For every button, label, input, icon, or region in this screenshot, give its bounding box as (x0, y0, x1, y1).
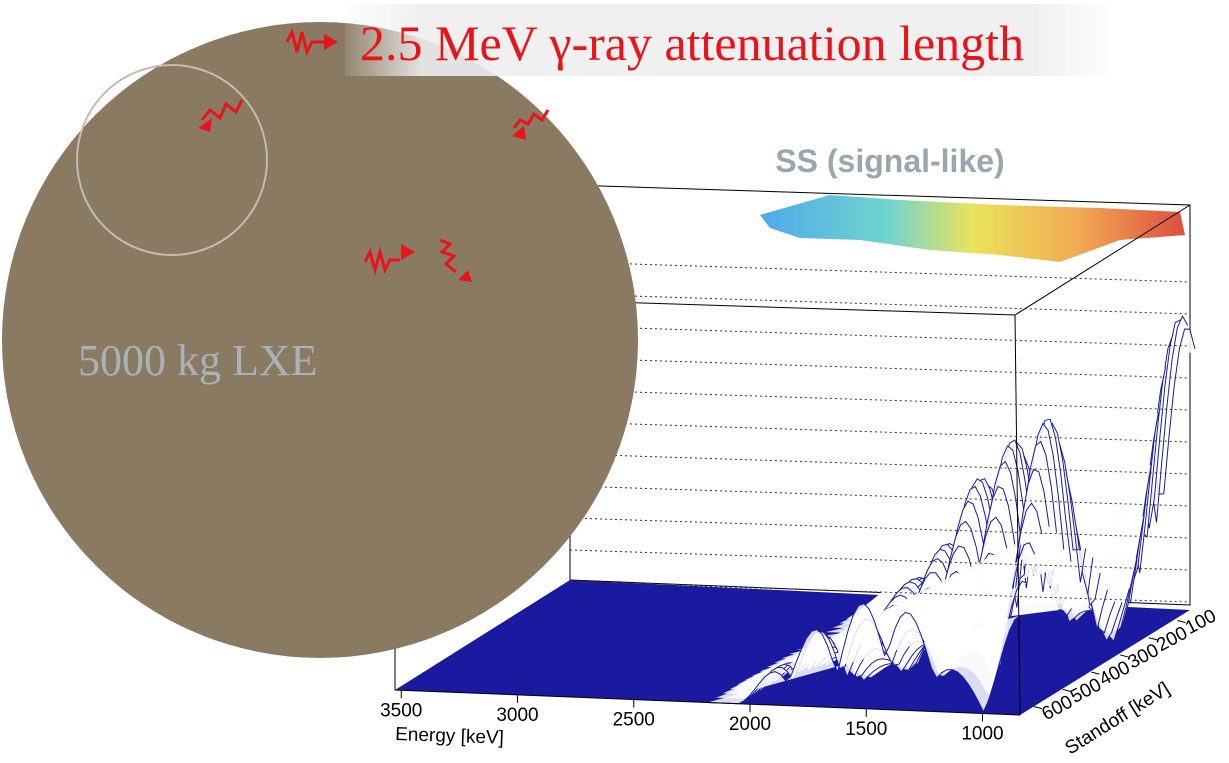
slide: SS (signal-like) Energy [keV] Standoff [… (0, 0, 1229, 763)
detector-label: 5000 kg LXE (78, 336, 318, 385)
x-tick-label: 1000 (961, 724, 1003, 745)
plot-title: SS (signal-like) (775, 143, 1004, 179)
x-tick-label: 3500 (380, 700, 422, 721)
page: SS (signal-like) Energy [keV] Standoff [… (0, 0, 1229, 763)
x-tick-label: 2500 (613, 710, 655, 731)
x-tick-label: 1500 (845, 719, 887, 740)
x-tick-label: 2000 (729, 714, 771, 735)
x-tick-label: 3000 (496, 705, 538, 726)
x-axis-label: Energy [keV] (395, 724, 504, 749)
header-title: 2.5 MeV γ-ray attenuation length (360, 15, 1024, 71)
